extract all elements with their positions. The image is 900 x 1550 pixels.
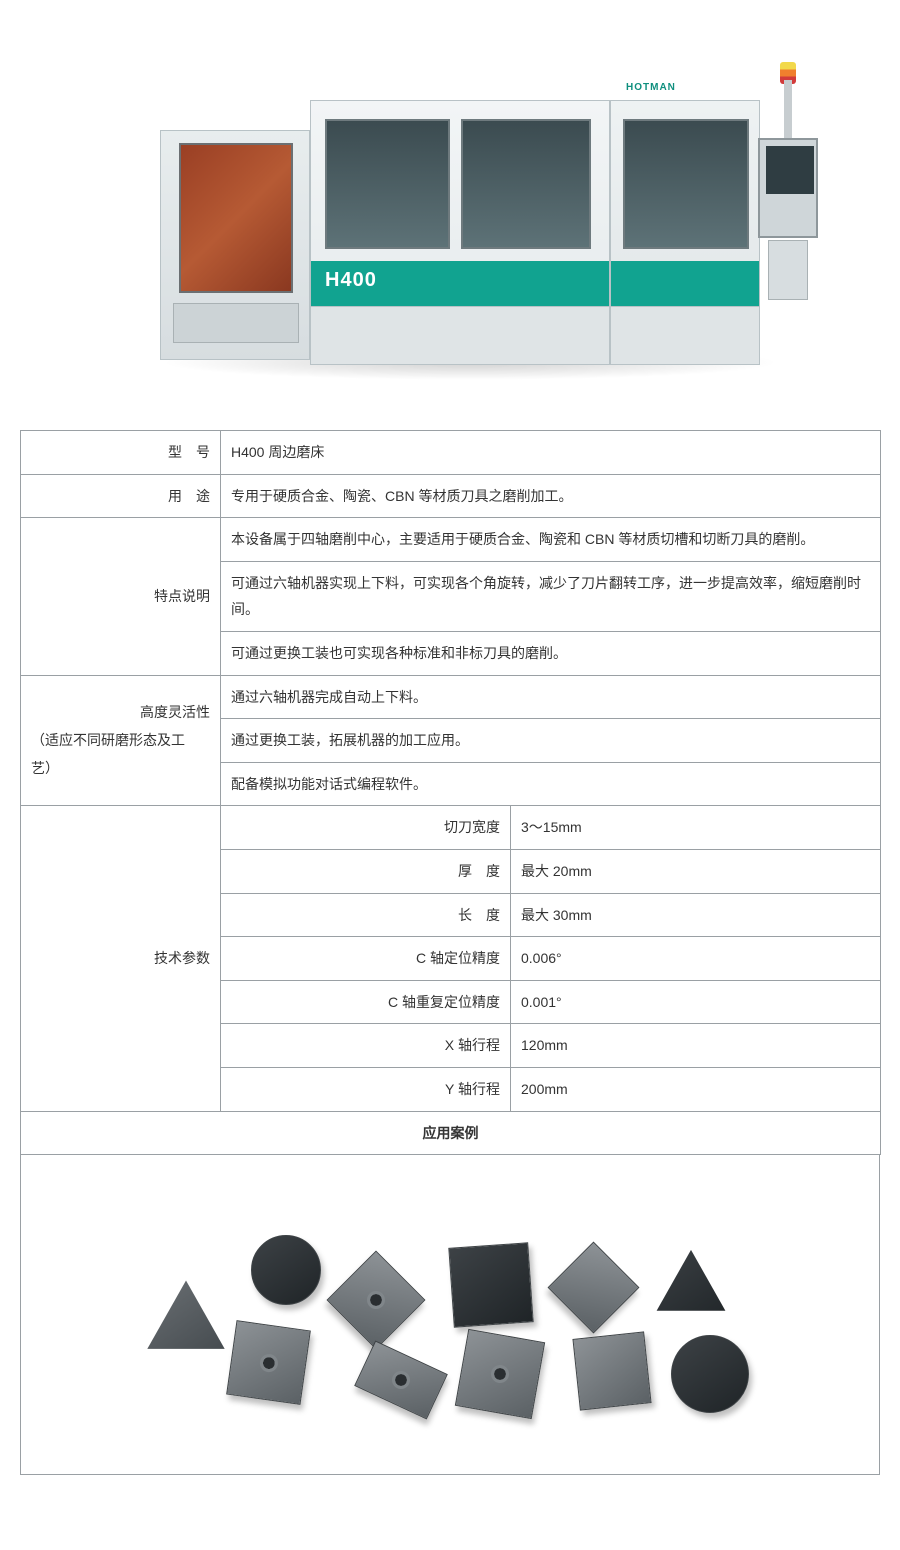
insert-round bbox=[251, 1235, 321, 1305]
insert-round-dark bbox=[671, 1335, 749, 1413]
param-value-3: 0.006° bbox=[511, 937, 881, 981]
value-feature-2: 可通过更换工装也可实现各种标准和非标刀具的磨削。 bbox=[221, 631, 881, 675]
machine-left-cabinet bbox=[160, 130, 310, 360]
row-flex-0: 高度灵活性 （适应不同研磨形态及工 艺） 通过六轴机器完成自动上下料。 bbox=[21, 675, 881, 719]
machine-control-panel bbox=[758, 80, 818, 365]
param-value-2: 最大 30mm bbox=[511, 893, 881, 937]
param-value-5: 120mm bbox=[511, 1024, 881, 1068]
label-tech: 技术参数 bbox=[21, 806, 221, 1111]
cases-header: 应用案例 bbox=[21, 1111, 881, 1155]
application-case-box bbox=[20, 1155, 880, 1475]
insert-triangle-dark bbox=[651, 1245, 731, 1325]
insert-triangle bbox=[141, 1275, 231, 1365]
param-name-2: 长 度 bbox=[221, 893, 511, 937]
param-name-0: 切刀宽度 bbox=[221, 806, 511, 850]
param-value-6: 200mm bbox=[511, 1067, 881, 1111]
param-name-6: Y 轴行程 bbox=[221, 1067, 511, 1111]
param-value-4: 0.001° bbox=[511, 980, 881, 1024]
param-name-3: C 轴定位精度 bbox=[221, 937, 511, 981]
value-model: H400 周边磨床 bbox=[221, 431, 881, 475]
brand-label: HOTMAN bbox=[626, 82, 676, 93]
value-usage: 专用于硬质合金、陶瓷、CBN 等材质刀具之磨削加工。 bbox=[221, 474, 881, 518]
label-flex: 高度灵活性 （适应不同研磨形态及工 艺） bbox=[21, 675, 221, 806]
row-cases-header: 应用案例 bbox=[21, 1111, 881, 1155]
value-feature-1: 可通过六轴机器实现上下料，可实现各个角旋转，减少了刀片翻转工序，进一步提高效率，… bbox=[221, 561, 881, 631]
machine-right-cabinet bbox=[610, 100, 760, 365]
model-badge: H400 bbox=[325, 269, 377, 292]
value-feature-0: 本设备属于四轴磨削中心，主要适用于硬质合金、陶瓷和 CBN 等材质切槽和切断刀具… bbox=[221, 518, 881, 562]
row-usage: 用 途 专用于硬质合金、陶瓷、CBN 等材质刀具之磨削加工。 bbox=[21, 474, 881, 518]
row-model: 型 号 H400 周边磨床 bbox=[21, 431, 881, 475]
product-hero: H400 HOTMAN bbox=[20, 20, 880, 400]
value-flex-0: 通过六轴机器完成自动上下料。 bbox=[221, 675, 881, 719]
param-value-0: 3～15mm bbox=[511, 806, 881, 850]
param-name-1: 厚 度 bbox=[221, 849, 511, 893]
param-value-1: 最大 20mm bbox=[511, 849, 881, 893]
insert-square-dark bbox=[448, 1242, 533, 1327]
row-feature-0: 特点说明 本设备属于四轴磨削中心，主要适用于硬质合金、陶瓷和 CBN 等材质切槽… bbox=[21, 518, 881, 562]
label-features: 特点说明 bbox=[21, 518, 221, 675]
machine-illustration: H400 HOTMAN bbox=[160, 50, 780, 390]
param-name-5: X 轴行程 bbox=[221, 1024, 511, 1068]
value-flex-2: 配备模拟功能对话式编程软件。 bbox=[221, 762, 881, 806]
insert-square-3 bbox=[572, 1332, 651, 1411]
machine-main-cabinet: H400 bbox=[310, 100, 610, 365]
value-flex-1: 通过更换工装，拓展机器的加工应用。 bbox=[221, 719, 881, 763]
insert-square-2 bbox=[455, 1329, 545, 1419]
insert-square bbox=[226, 1320, 311, 1405]
label-usage: 用 途 bbox=[21, 474, 221, 518]
insert-diamond bbox=[327, 1251, 426, 1350]
param-name-4: C 轴重复定位精度 bbox=[221, 980, 511, 1024]
insert-diamond-2 bbox=[548, 1242, 640, 1334]
row-tech-0: 技术参数 切刀宽度 3～15mm bbox=[21, 806, 881, 850]
insert-rhombus bbox=[354, 1341, 448, 1420]
label-model: 型 号 bbox=[21, 431, 221, 475]
spec-table: 型 号 H400 周边磨床 用 途 专用于硬质合金、陶瓷、CBN 等材质刀具之磨… bbox=[20, 430, 881, 1155]
